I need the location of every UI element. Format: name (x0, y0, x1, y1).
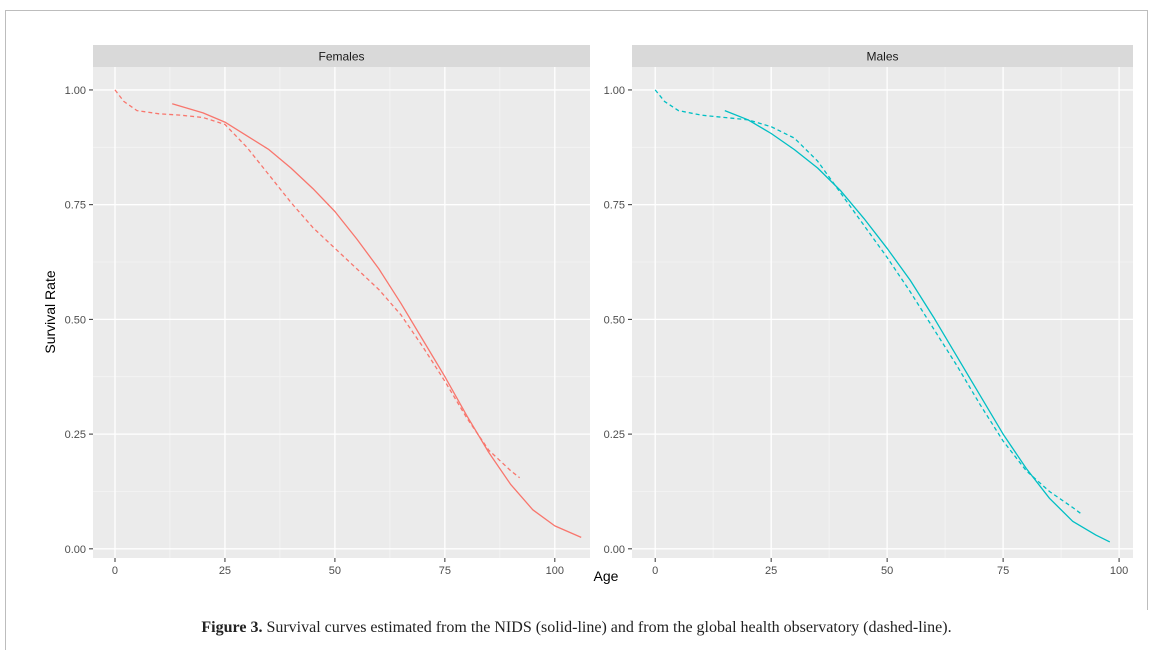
x-axis-title: Age (594, 568, 619, 584)
x-tick-label: 75 (997, 565, 1009, 577)
x-tick-label: 25 (219, 565, 231, 577)
panel-strip (93, 45, 590, 67)
frame-left-border (5, 10, 6, 650)
panel-strip (632, 45, 1133, 67)
y-tick-label: 0.75 (65, 200, 86, 212)
y-axis-title: Survival Rate (42, 270, 58, 353)
y-tick-label: 0.25 (65, 429, 86, 441)
y-tick-label: 1.00 (604, 85, 625, 97)
panel-females: Females 0.00 0.25 0.50 0.75 1.00 0 25 50 75 100 (65, 45, 590, 577)
y-tick-label: 0.50 (65, 314, 86, 326)
y-tick-label: 0.00 (604, 544, 625, 556)
panel-strip-title: Males (866, 50, 898, 64)
x-tick-label: 75 (439, 565, 451, 577)
x-tick-label: 50 (329, 565, 341, 577)
y-tick-label: 0.00 (65, 544, 86, 556)
series-line-solid (172, 103, 582, 538)
figure-caption: Figure 3. Survival curves estimated from… (0, 619, 1153, 637)
y-tick-label: 0.75 (604, 200, 625, 212)
frame-top-border (5, 10, 1148, 11)
figure-caption-label: Figure 3. (201, 619, 263, 636)
y-tick-label: 0.50 (604, 314, 625, 326)
x-tick-label: 25 (765, 565, 777, 577)
x-tick-label: 0 (112, 565, 118, 577)
figure-caption-text: Survival curves estimated from the NIDS … (266, 619, 952, 636)
x-tick-label: 100 (1110, 565, 1128, 577)
series-line-solid (724, 109, 1111, 543)
frame-right-border (1147, 10, 1148, 610)
plot-background (632, 67, 1133, 558)
y-tick-label: 1.00 (65, 85, 86, 97)
plot-background (93, 67, 590, 558)
x-tick-label: 50 (881, 565, 893, 577)
y-tick-label: 0.25 (604, 429, 625, 441)
series-line-dashed (114, 89, 521, 479)
panel-males: Males 0.00 0.25 0.50 0.75 1.00 0 25 50 75 100 (604, 45, 1133, 577)
x-tick-label: 0 (652, 565, 658, 577)
x-tick-label: 100 (546, 565, 564, 577)
panel-strip-title: Females (318, 50, 364, 64)
